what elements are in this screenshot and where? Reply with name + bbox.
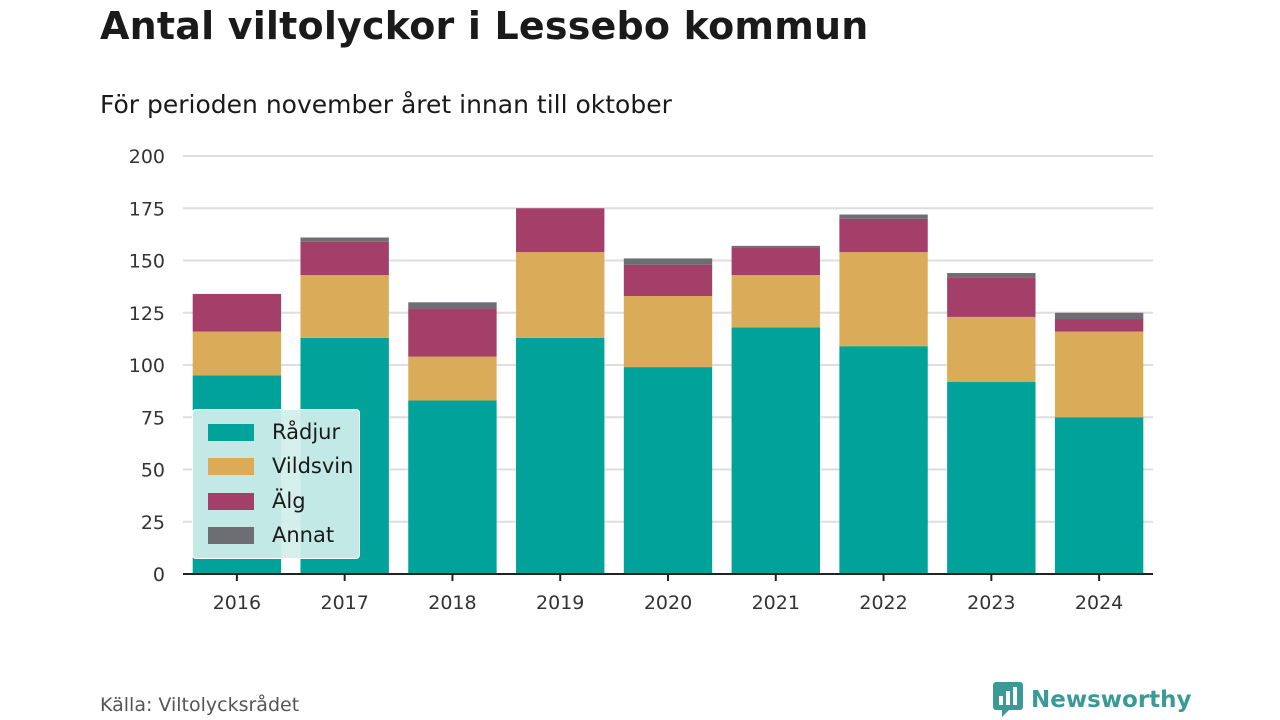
bar-annat-2023: [947, 273, 1036, 278]
legend-swatch-vildsvin: [208, 457, 254, 475]
y-tick-label: 100: [129, 355, 165, 377]
legend-swatch-radjur: [208, 423, 254, 441]
legend-label-annat: Annat: [272, 523, 335, 547]
legend-item-radjur: Rådjur: [208, 418, 340, 446]
bar-rådjur-2019: [516, 337, 605, 574]
bar-rådjur-2018: [408, 400, 497, 574]
y-tick-label: 75: [141, 407, 165, 429]
bar-älg-2023: [947, 277, 1036, 317]
legend-label-radjur: Rådjur: [272, 420, 341, 444]
source-note: Källa: Viltolycksrådet: [100, 694, 300, 716]
y-tick-label: 175: [129, 198, 165, 220]
chart-subtitle: För perioden november året innan till ok…: [100, 90, 672, 119]
x-tick-label: 2016: [213, 592, 261, 614]
chart-title: Antal viltolyckor i Lessebo kommun: [100, 4, 869, 48]
bar-vildsvin-2017: [300, 275, 389, 338]
bar-älg-2020: [623, 264, 713, 297]
bar-vildsvin-2016: [192, 331, 282, 376]
legend-swatch-alg: [208, 492, 254, 510]
bar-vildsvin-2022: [839, 252, 928, 347]
bar-annat-2018: [408, 302, 497, 309]
bar-annat-2024: [1054, 312, 1144, 320]
legend-label-alg: Älg: [272, 489, 306, 513]
x-tick-label: 2022: [859, 592, 907, 614]
legend-item-vildsvin: Vildsvin: [208, 452, 353, 480]
bar-vildsvin-2018: [408, 356, 497, 401]
x-tick-label: 2023: [967, 592, 1015, 614]
y-tick-label: 200: [129, 146, 165, 168]
bar-annat-2021: [731, 245, 820, 248]
bar-rådjur-2024: [1054, 417, 1144, 574]
bar-älg-2021: [731, 247, 820, 276]
legend-item-annat: Annat: [208, 521, 334, 549]
bar-älg-2018: [408, 308, 497, 357]
legend-item-alg: Älg: [208, 487, 306, 515]
bar-älg-2016: [192, 293, 282, 332]
legend-swatch-annat: [208, 526, 254, 544]
brand-name: Newsworthy: [1031, 687, 1192, 713]
x-tick-label: 2018: [428, 592, 476, 614]
chart-legend: Rådjur Vildsvin Älg Annat: [192, 409, 360, 559]
x-tick-label: 2020: [644, 592, 692, 614]
bar-älg-2022: [839, 218, 928, 253]
x-tick-label: 2019: [536, 592, 584, 614]
legend-label-vildsvin: Vildsvin: [272, 454, 354, 478]
x-tick-label: 2021: [752, 592, 800, 614]
y-tick-label: 25: [141, 512, 165, 534]
x-tick-label: 2017: [320, 592, 368, 614]
bar-rådjur-2020: [623, 367, 713, 574]
bar-rådjur-2021: [731, 327, 820, 574]
bar-annat-2020: [623, 258, 713, 265]
bar-vildsvin-2021: [731, 275, 820, 328]
bar-vildsvin-2023: [947, 316, 1036, 382]
bar-älg-2019: [516, 208, 605, 253]
y-tick-label: 150: [129, 251, 165, 273]
bar-rådjur-2023: [947, 381, 1036, 574]
bar-vildsvin-2024: [1054, 331, 1144, 418]
bar-älg-2024: [1054, 319, 1144, 332]
bar-vildsvin-2020: [623, 296, 713, 368]
newsworthy-logo-icon: [993, 682, 1023, 717]
bar-annat-2022: [839, 214, 928, 219]
brand-logo: Newsworthy: [993, 682, 1192, 718]
bar-annat-2017: [300, 237, 389, 242]
y-tick-label: 125: [129, 303, 165, 325]
bar-rådjur-2022: [839, 346, 928, 574]
y-tick-label: 0: [153, 564, 165, 586]
bar-älg-2017: [300, 241, 389, 276]
y-tick-label: 50: [141, 460, 165, 482]
bar-vildsvin-2019: [516, 252, 605, 338]
x-tick-label: 2024: [1075, 592, 1123, 614]
